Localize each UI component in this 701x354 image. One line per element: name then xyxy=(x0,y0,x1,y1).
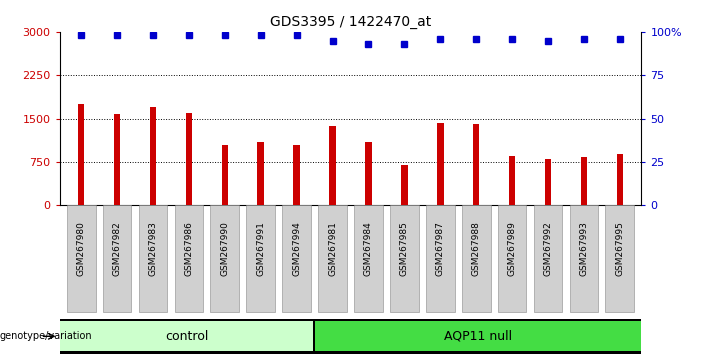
FancyBboxPatch shape xyxy=(139,205,168,312)
FancyBboxPatch shape xyxy=(67,205,95,312)
FancyBboxPatch shape xyxy=(462,205,491,312)
Text: GSM267981: GSM267981 xyxy=(328,221,337,276)
FancyBboxPatch shape xyxy=(498,205,526,312)
Text: GSM267983: GSM267983 xyxy=(149,221,158,276)
Text: GSM267980: GSM267980 xyxy=(76,221,86,276)
Text: GSM267991: GSM267991 xyxy=(256,221,265,276)
Text: GSM267993: GSM267993 xyxy=(580,221,588,276)
Bar xyxy=(60,321,313,351)
Text: GSM267990: GSM267990 xyxy=(220,221,229,276)
Text: GSM267995: GSM267995 xyxy=(615,221,625,276)
FancyBboxPatch shape xyxy=(283,205,311,312)
Bar xyxy=(473,124,479,205)
Bar xyxy=(545,159,551,205)
Bar xyxy=(580,157,587,205)
Bar xyxy=(222,144,228,205)
Bar xyxy=(257,142,264,205)
FancyBboxPatch shape xyxy=(570,205,599,312)
Text: GSM267989: GSM267989 xyxy=(508,221,517,276)
Bar xyxy=(617,154,623,205)
Text: GSM267985: GSM267985 xyxy=(400,221,409,276)
Bar xyxy=(365,142,372,205)
Bar xyxy=(186,113,192,205)
Text: GSM267994: GSM267994 xyxy=(292,221,301,276)
FancyBboxPatch shape xyxy=(246,205,275,312)
Text: GSM267984: GSM267984 xyxy=(364,221,373,276)
FancyBboxPatch shape xyxy=(210,205,239,312)
Text: control: control xyxy=(165,330,209,343)
Bar xyxy=(315,321,641,351)
Text: GSM267988: GSM267988 xyxy=(472,221,481,276)
Bar xyxy=(150,107,156,205)
Bar xyxy=(437,122,444,205)
Bar xyxy=(329,126,336,205)
Text: genotype/variation: genotype/variation xyxy=(0,331,93,341)
FancyBboxPatch shape xyxy=(354,205,383,312)
Bar xyxy=(509,156,515,205)
Text: GSM267987: GSM267987 xyxy=(436,221,445,276)
FancyBboxPatch shape xyxy=(318,205,347,312)
FancyBboxPatch shape xyxy=(606,205,634,312)
FancyBboxPatch shape xyxy=(175,205,203,312)
FancyBboxPatch shape xyxy=(390,205,418,312)
Text: AQP11 null: AQP11 null xyxy=(444,330,512,343)
FancyBboxPatch shape xyxy=(102,205,131,312)
Text: GSM267992: GSM267992 xyxy=(543,221,552,276)
FancyBboxPatch shape xyxy=(533,205,562,312)
Text: GSM267986: GSM267986 xyxy=(184,221,193,276)
Text: GSM267982: GSM267982 xyxy=(113,221,121,276)
Bar xyxy=(294,144,300,205)
Bar xyxy=(114,114,121,205)
Bar xyxy=(401,165,407,205)
FancyBboxPatch shape xyxy=(426,205,455,312)
Bar xyxy=(78,104,84,205)
Title: GDS3395 / 1422470_at: GDS3395 / 1422470_at xyxy=(270,16,431,29)
